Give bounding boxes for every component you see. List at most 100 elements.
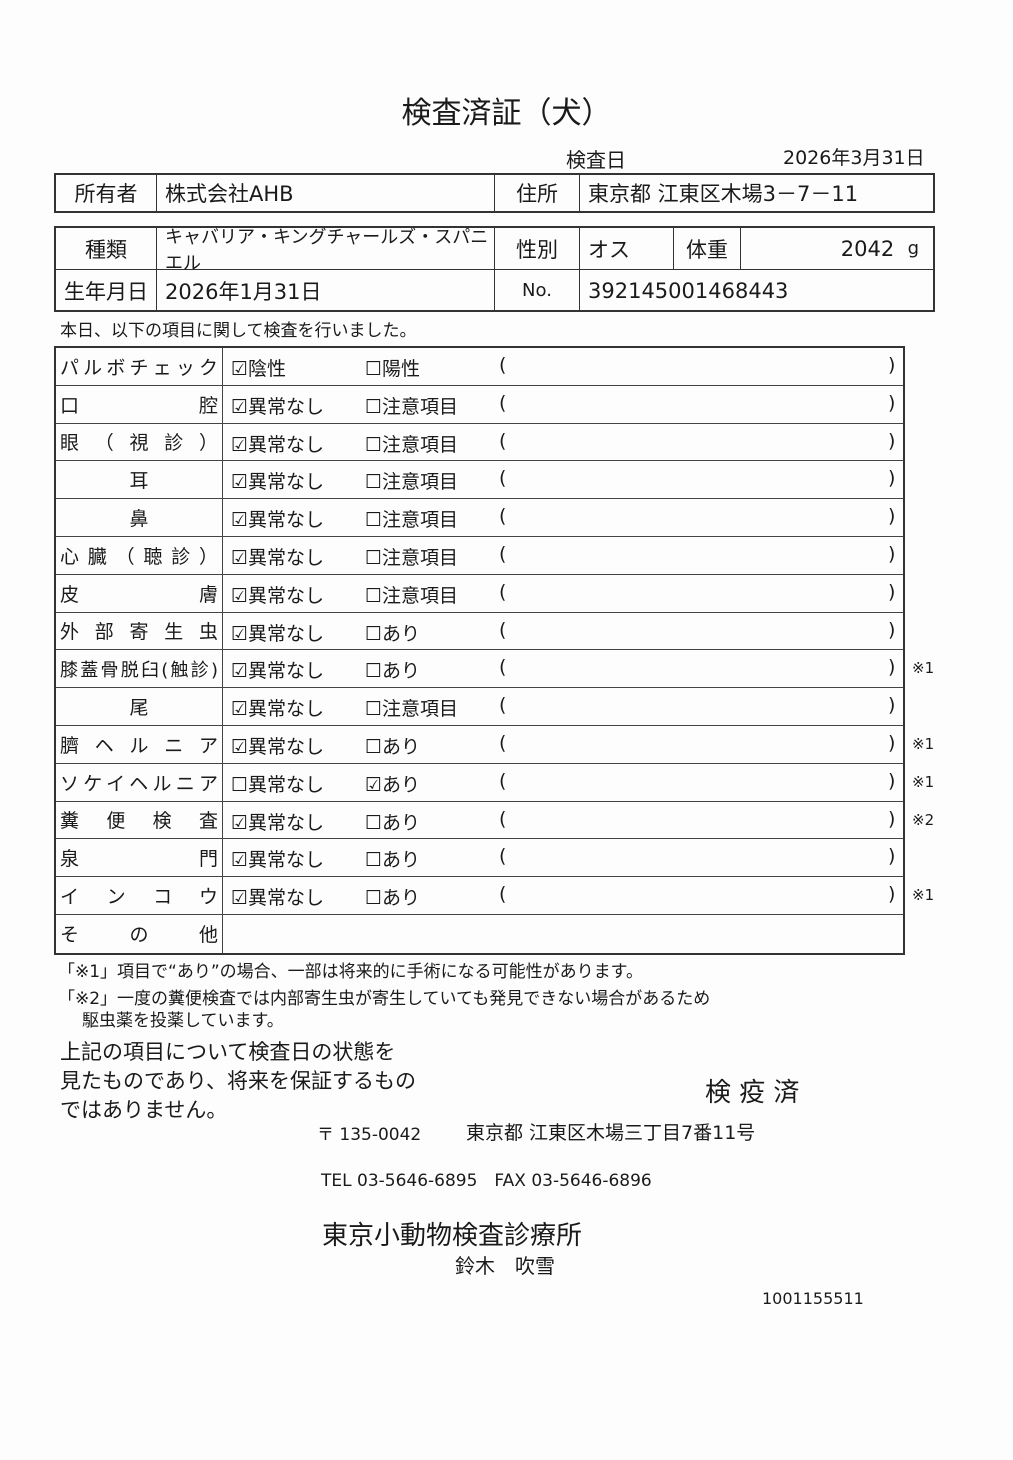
check-row: 心臓（聴診） ☑異常なし ☐注意項目 () — [56, 536, 903, 575]
check-row-label: インコウ — [56, 877, 223, 914]
inspection-stamp: 検 疫 済 — [705, 1078, 800, 1108]
pet-table: 種類 キャバリア・キングチャールズ・スパニエル 性別 オス 体重 2042 g … — [54, 226, 935, 312]
check-row-label: 糞便検査 — [56, 801, 223, 839]
option-2-label: 注意項目 — [382, 698, 459, 721]
option-2-checkbox[interactable]: ☐注意項目 — [365, 509, 459, 532]
disclaimer-line-2: 見たものであり、将来を保証するもの — [60, 1069, 416, 1093]
label-text: 皮膚 — [60, 583, 218, 606]
check-row: その他 — [56, 914, 903, 953]
option-2-checkbox[interactable]: ☐あり — [365, 849, 421, 872]
check-row-label: 口腔 — [56, 385, 223, 423]
label-text: 口腔 — [60, 394, 218, 417]
option-2-checkbox[interactable]: ☐注意項目 — [365, 471, 459, 494]
remark-close-paren: ) — [888, 429, 896, 452]
option-1-checkbox[interactable]: ☑異常なし — [231, 433, 325, 456]
check-row-label: 外部寄生虫 — [56, 612, 223, 650]
check-row: 糞便検査 ☑異常なし ☐あり () ※2 — [56, 801, 934, 840]
option-2-label: あり — [382, 660, 421, 683]
remark-open-paren: ( — [499, 429, 507, 452]
option-1-checkbox[interactable]: ☑異常なし — [231, 887, 325, 910]
owner-value: 株式会社AHB — [157, 175, 495, 211]
remark-close-paren: ) — [888, 883, 896, 906]
option-1-label: 陰性 — [248, 358, 287, 380]
option-2-checkbox[interactable]: ☐注意項目 — [365, 584, 459, 607]
remark-close-paren: ) — [888, 769, 896, 792]
option-1-label: 異常なし — [248, 471, 325, 494]
remark-open-paren: ( — [499, 391, 507, 414]
clinic-address: 東京都 江東区木場三丁目7番11号 — [466, 1122, 756, 1144]
check-row: 臍ヘルニア ☑異常なし ☐あり () ※1 — [56, 725, 934, 764]
label-text: ソケイヘルニア — [60, 772, 218, 795]
check-row-label: その他 — [56, 914, 223, 953]
option-1-checkbox[interactable]: ☐異常なし — [231, 773, 325, 796]
option-1-label: 異常なし — [248, 773, 325, 796]
option-2-checkbox[interactable]: ☐あり — [365, 811, 421, 834]
remark-open-paren: ( — [499, 618, 507, 641]
check-row-label: 膝蓋骨脱臼(触診) — [56, 650, 223, 688]
option-2-checkbox[interactable]: ☐あり — [365, 735, 421, 758]
option-2-checkbox[interactable]: ☐注意項目 — [365, 433, 459, 456]
birth-value: 2026年1月31日 — [157, 270, 495, 311]
label-text: 糞便検査 — [60, 810, 218, 833]
option-1-label: 異常なし — [248, 622, 325, 645]
check-row-label: ソケイヘルニア — [56, 763, 223, 801]
option-1-checkbox[interactable]: ☑異常なし — [231, 811, 325, 834]
option-1-checkbox[interactable]: ☑異常なし — [231, 698, 325, 721]
option-1-checkbox[interactable]: ☑陰性 — [231, 358, 287, 380]
vet-name: 鈴木 吹雪 — [455, 1254, 555, 1278]
option-1-checkbox[interactable]: ☑異常なし — [231, 849, 325, 872]
option-2-checkbox[interactable]: ☑あり — [365, 773, 421, 796]
option-2-checkbox[interactable]: ☐注意項目 — [365, 698, 459, 721]
remark-open-paren: ( — [499, 505, 507, 528]
option-1-label: 異常なし — [248, 395, 325, 418]
label-text: 耳 — [129, 470, 149, 493]
option-2-checkbox[interactable]: ☐陽性 — [365, 358, 421, 380]
note-marker: ※1 — [912, 886, 935, 905]
option-1-checkbox[interactable]: ☑異常なし — [231, 622, 325, 645]
remark-close-paren: ) — [888, 467, 896, 490]
remark-open-paren: ( — [499, 769, 507, 792]
option-2-label: あり — [382, 811, 421, 834]
remark-open-paren: ( — [499, 845, 507, 868]
option-2-checkbox[interactable]: ☐あり — [365, 887, 421, 910]
option-1-label: 異常なし — [248, 584, 325, 607]
option-1-label: 異常なし — [248, 849, 325, 872]
note-marker: ※2 — [912, 810, 935, 829]
option-1-checkbox[interactable]: ☑異常なし — [231, 660, 325, 683]
check-row: 泉門 ☑異常なし ☐あり () — [56, 839, 903, 878]
option-1-checkbox[interactable]: ☑異常なし — [231, 509, 325, 532]
check-row-label: 皮膚 — [56, 574, 223, 612]
remark-close-paren: ) — [888, 845, 896, 868]
option-1-checkbox[interactable]: ☑異常なし — [231, 471, 325, 494]
label-text: 眼（視診） — [60, 432, 218, 455]
option-1-label: 異常なし — [248, 660, 325, 683]
remark-open-paren: ( — [499, 354, 507, 376]
option-2-label: 注意項目 — [382, 584, 459, 607]
check-row: パルボチェック ☑陰性 ☐陽性 () — [56, 348, 903, 386]
option-1-checkbox[interactable]: ☑異常なし — [231, 546, 325, 569]
remark-open-paren: ( — [499, 731, 507, 754]
remark-close-paren: ) — [888, 505, 896, 528]
breed-label: 種類 — [56, 228, 157, 269]
remark-close-paren: ) — [888, 354, 896, 376]
check-row-label: 尾 — [56, 688, 223, 725]
option-2-checkbox[interactable]: ☐注意項目 — [365, 395, 459, 418]
label-text: 鼻 — [129, 508, 149, 531]
page-title: 検査済証（犬） — [401, 96, 612, 131]
exam-date: 2026年3月31日 — [783, 147, 925, 169]
check-row: 耳 ☑異常なし ☐注意項目 () — [56, 461, 903, 500]
option-2-checkbox[interactable]: ☐あり — [365, 622, 421, 645]
option-2-label: 注意項目 — [382, 433, 459, 456]
remark-open-paren: ( — [499, 694, 507, 717]
label-text: 臍ヘルニア — [60, 734, 218, 757]
option-2-label: あり — [382, 887, 421, 910]
option-2-checkbox[interactable]: ☐あり — [365, 660, 421, 683]
option-1-checkbox[interactable]: ☑異常なし — [231, 584, 325, 607]
option-2-checkbox[interactable]: ☐注意項目 — [365, 546, 459, 569]
option-2-label: 注意項目 — [382, 509, 459, 532]
option-1-checkbox[interactable]: ☑異常なし — [231, 395, 325, 418]
exam-date-label: 検査日 — [566, 148, 626, 172]
clinic-name: 東京小動物検査診療所 — [322, 1221, 583, 1251]
footnote-2: 「※2」一度の糞便検査では内部寄生虫が寄生していても発見できない場合があるため — [58, 989, 711, 1009]
option-1-checkbox[interactable]: ☑異常なし — [231, 735, 325, 758]
